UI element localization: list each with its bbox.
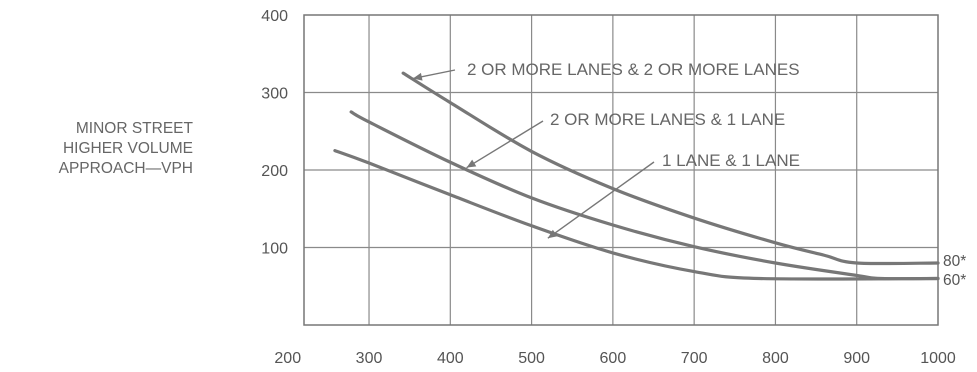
y-axis-label-line: MINOR STREET bbox=[75, 120, 193, 137]
x-tick-label: 700 bbox=[681, 350, 708, 367]
x-tick-label: 1000 bbox=[920, 350, 956, 367]
series-end-label: 60* bbox=[943, 272, 966, 289]
series-lines: 80*60* bbox=[333, 71, 966, 289]
annotation-leader bbox=[466, 120, 544, 169]
y-axis-label-line: HIGHER VOLUME bbox=[62, 140, 193, 157]
x-tick-label: 900 bbox=[843, 350, 870, 367]
annotation-label: 2 OR MORE LANES & 2 OR MORE LANES bbox=[467, 60, 800, 79]
annotation-label: 2 OR MORE LANES & 1 LANE bbox=[550, 110, 785, 129]
tick-labels: 200 300 400 500 600 700 800 900 1000 100 200 300 400 bbox=[261, 8, 956, 367]
annotation-leader bbox=[547, 161, 655, 239]
y-tick-label: 100 bbox=[261, 241, 288, 258]
x-tick-label: 400 bbox=[437, 350, 464, 367]
y-tick-label: 300 bbox=[261, 86, 288, 103]
y-tick-label: 200 bbox=[261, 163, 288, 180]
plot-frame bbox=[303, 14, 939, 326]
plot-border bbox=[303, 14, 939, 326]
series-line bbox=[333, 149, 940, 281]
annotation-arrowhead bbox=[412, 72, 423, 81]
y-axis-label-line: APPROACH—VPH bbox=[58, 160, 193, 177]
y-tick-label: 400 bbox=[261, 8, 288, 25]
x-tick-label: 200 bbox=[274, 350, 301, 367]
annotations: 2 OR MORE LANES & 2 OR MORE LANES 2 OR MO… bbox=[412, 60, 800, 239]
annotation-arrowhead bbox=[466, 159, 477, 168]
grid bbox=[304, 15, 938, 325]
annotation-arrowhead bbox=[547, 229, 558, 239]
annotation-label: 1 LANE & 1 LANE bbox=[662, 151, 800, 170]
series-line bbox=[349, 110, 940, 281]
x-tick-label: 600 bbox=[600, 350, 627, 367]
series-line bbox=[401, 71, 940, 266]
x-tick-label: 300 bbox=[356, 350, 383, 367]
x-tick-label: 500 bbox=[518, 350, 545, 367]
series-end-label: 80* bbox=[943, 253, 966, 270]
y-axis-label: MINOR STREET HIGHER VOLUME APPROACH—VPH bbox=[0, 119, 193, 179]
x-tick-label: 800 bbox=[762, 350, 789, 367]
